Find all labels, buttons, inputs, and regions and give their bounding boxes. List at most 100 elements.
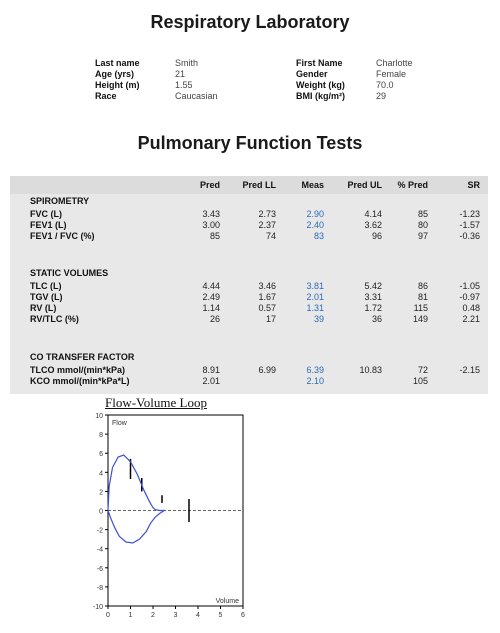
table-cell: 6.39 [306, 365, 324, 375]
table-cell: 72 [417, 365, 428, 375]
patient-field: BMI (kg/m²) 29 [296, 91, 413, 102]
pft-title: Pulmonary Function Tests [137, 133, 363, 153]
patient-field: Weight (kg) 70.0 [296, 80, 413, 91]
y-tick-label: -8 [97, 585, 103, 592]
table-cell: 115 [413, 303, 428, 313]
section-heading: CO TRANSFER FACTOR [30, 352, 135, 362]
table-cell: 3.00 [202, 220, 220, 230]
row-label: TGV (L) [30, 292, 63, 302]
table-cell: 1.31 [306, 303, 324, 313]
y-tick-label: -4 [97, 547, 103, 554]
table-cell: 3.43 [202, 209, 220, 219]
table-cell: 2.37 [258, 220, 276, 230]
field-value: Charlotte [376, 58, 413, 68]
table-cell: 2.10 [306, 376, 324, 386]
table-cell: -1.57 [459, 220, 480, 230]
table-cell: 80 [417, 220, 428, 230]
lab-title: Respiratory Laboratory [150, 12, 350, 32]
table-cell: 2.73 [258, 209, 276, 219]
table-cell: 3.46 [258, 281, 276, 291]
field-label: Weight (kg) [296, 80, 345, 90]
table-cell: 2.01 [202, 376, 220, 386]
patient-field: Last name Smith [95, 58, 218, 69]
field-label: Race [95, 91, 117, 101]
field-value: 1.55 [175, 80, 193, 90]
patient-field: Gender Female [296, 69, 413, 80]
patient-field: Height (m) 1.55 [95, 80, 218, 91]
pft-results-table: Pred Pred LL Meas Pred UL % Pred SR SPIROMETR… [10, 176, 488, 394]
table-cell: 10.83 [359, 365, 382, 375]
table-cell: 2.49 [202, 292, 220, 302]
field-value: Smith [175, 58, 199, 68]
field-value: 70.0 [376, 80, 394, 90]
row-label: FEV1 / FVC (%) [30, 231, 95, 241]
field-label: Height (m) [95, 80, 140, 90]
section-heading: STATIC VOLUMES [30, 268, 109, 278]
table-cell: 1.14 [202, 303, 220, 313]
field-label: Gender [296, 69, 328, 79]
x-tick-label: 2 [151, 612, 155, 619]
y-tick-label: -6 [97, 566, 103, 573]
field-label: BMI (kg/m²) [296, 91, 345, 101]
column-header: Pred [199, 180, 220, 190]
table-cell: 2.21 [462, 314, 480, 324]
table-cell: 1.72 [364, 303, 382, 313]
table-cell: 85 [417, 209, 428, 219]
table-cell: 26 [209, 314, 220, 324]
x-tick-label: 0 [106, 612, 110, 619]
row-label: FVC (L) [30, 209, 62, 219]
table-cell: 85 [209, 231, 220, 241]
patient-field: Age (yrs) 21 [95, 69, 218, 80]
field-label: Last name [95, 58, 140, 68]
table-cell: 3.31 [364, 292, 382, 302]
patient-info-right: First Name Charlotte Gender Female Weight … [296, 58, 413, 102]
table-cell: 149 [412, 314, 428, 324]
y-tick-label: 2 [99, 489, 103, 496]
x-tick-label: 5 [219, 612, 223, 619]
patient-info-left: Last name Smith Age (yrs) 21 Height (m) 1.5… [95, 58, 218, 102]
column-header: Pred LL [242, 180, 276, 190]
table-cell: 96 [371, 231, 382, 241]
y-axis-label: Flow [112, 420, 128, 427]
field-label: First Name [296, 58, 343, 68]
table-cell: 5.42 [364, 281, 382, 291]
table-cell: 17 [265, 314, 276, 324]
table-cell: 6.99 [258, 365, 276, 375]
field-value: Caucasian [175, 91, 218, 101]
row-label: RV/TLC (%) [30, 314, 79, 324]
x-tick-label: 1 [129, 612, 133, 619]
table-cell: -1.05 [459, 281, 480, 291]
table-cell: 2.01 [306, 292, 324, 302]
table-cell: 1.67 [258, 292, 276, 302]
table-cell: 3.62 [364, 220, 382, 230]
y-tick-label: 8 [99, 432, 103, 439]
x-tick-label: 6 [241, 612, 245, 619]
row-label: KCO mmol/(min*kPa*L) [30, 376, 130, 386]
y-tick-label: -10 [93, 604, 103, 611]
table-cell: 86 [417, 281, 428, 291]
table-cell: 97 [417, 231, 428, 241]
field-value: 21 [175, 69, 186, 79]
table-cell: 8.91 [202, 365, 220, 375]
table-header-row: Pred Pred LL Meas Pred UL % Pred SR [10, 176, 488, 194]
table-cell: 105 [412, 376, 428, 386]
table-cell: 4.14 [364, 209, 382, 219]
chart-title: Flow-Volume Loop [105, 395, 207, 410]
y-tick-label: 6 [99, 451, 103, 458]
table-cell: -2.15 [459, 365, 480, 375]
table-cell: 83 [313, 231, 324, 241]
table-cell: 2.90 [306, 209, 324, 219]
y-tick-label: 4 [99, 470, 103, 477]
table-cell: -0.97 [459, 292, 480, 302]
y-tick-label: 0 [99, 509, 103, 516]
row-label: FEV1 (L) [30, 220, 67, 230]
table-cell: 4.44 [202, 281, 220, 291]
table-cell: 39 [313, 314, 324, 324]
flow-volume-loop [107, 454, 167, 544]
plot-frame [107, 414, 244, 607]
table-cell: 81 [417, 292, 428, 302]
row-label: TLC (L) [30, 281, 62, 291]
x-tick-label: 3 [174, 612, 178, 619]
table-cell: 0.57 [258, 303, 276, 313]
patient-field: First Name Charlotte [296, 58, 413, 69]
